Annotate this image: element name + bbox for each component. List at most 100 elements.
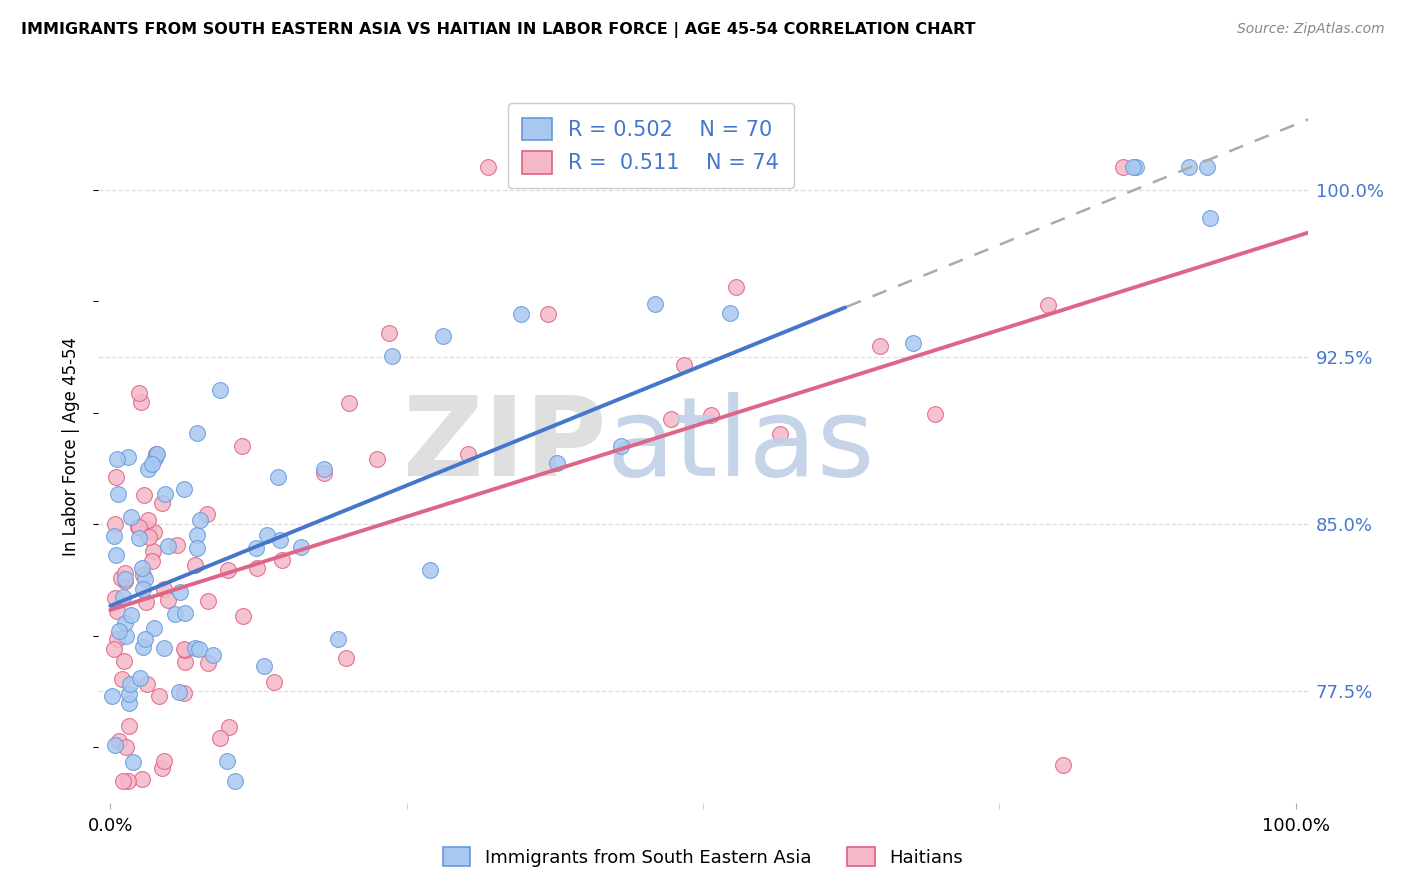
Point (477, 160, 499, 174)
Point (115, 629, 138, 643)
Point (104, 738, 127, 752)
Point (118, 696, 141, 710)
Point (326, 632, 349, 647)
Point (186, 528, 208, 542)
Point (174, 606, 197, 620)
Point (167, 684, 190, 698)
Point (246, 561, 269, 575)
Point (546, 456, 568, 470)
Point (537, 307, 560, 321)
Point (457, 447, 479, 461)
Point (108, 624, 131, 639)
Point (118, 688, 141, 702)
Point (218, 720, 240, 734)
Point (644, 297, 666, 311)
Point (105, 604, 128, 618)
Point (1122, 160, 1144, 174)
Point (195, 507, 218, 521)
Legend: R = 0.502    N = 70, R =  0.511    N = 74: R = 0.502 N = 70, R = 0.511 N = 74 (508, 103, 794, 188)
Point (419, 563, 441, 577)
Point (197, 656, 219, 670)
Point (129, 671, 152, 685)
Point (153, 641, 176, 656)
Point (115, 739, 138, 754)
Point (105, 632, 128, 646)
Point (143, 450, 166, 465)
Point (131, 772, 153, 786)
Point (114, 566, 136, 581)
Point (256, 528, 278, 542)
Point (105, 451, 128, 466)
Point (104, 548, 127, 562)
Point (142, 524, 165, 539)
Point (609, 439, 631, 453)
Point (108, 734, 131, 748)
Point (217, 563, 239, 577)
Point (110, 672, 132, 686)
Point (142, 621, 165, 635)
Point (718, 306, 741, 320)
Point (169, 585, 191, 599)
Point (202, 648, 225, 662)
Point (132, 568, 155, 582)
Point (1195, 160, 1218, 174)
Point (312, 467, 335, 481)
Point (112, 773, 135, 788)
Point (188, 642, 211, 657)
Point (231, 439, 253, 453)
Point (769, 426, 792, 441)
Point (155, 487, 177, 501)
Point (104, 470, 127, 484)
Point (245, 541, 267, 555)
Point (312, 462, 335, 476)
Point (1111, 160, 1133, 174)
Point (165, 607, 187, 622)
Point (156, 592, 179, 607)
Point (114, 574, 136, 588)
Point (110, 571, 132, 585)
Point (173, 482, 195, 496)
Text: atlas: atlas (606, 392, 875, 500)
Point (111, 590, 134, 604)
Point (141, 554, 163, 568)
Point (1178, 160, 1201, 174)
Point (118, 676, 141, 690)
Point (672, 358, 695, 372)
Point (263, 675, 285, 690)
Point (136, 461, 159, 475)
Point (120, 607, 142, 622)
Point (107, 487, 129, 501)
Point (1052, 758, 1074, 772)
Point (184, 640, 207, 655)
Point (366, 452, 388, 467)
Point (112, 654, 135, 668)
Point (146, 447, 169, 461)
Point (153, 582, 176, 596)
Point (271, 553, 294, 567)
Point (510, 308, 533, 322)
Point (1038, 298, 1060, 312)
Point (869, 339, 891, 353)
Text: Source: ZipAtlas.com: Source: ZipAtlas.com (1237, 22, 1385, 37)
Point (132, 582, 155, 597)
Point (103, 529, 125, 543)
Point (132, 488, 155, 502)
Point (183, 558, 205, 572)
Point (269, 533, 291, 548)
Point (141, 457, 163, 471)
Point (145, 446, 167, 460)
Point (208, 731, 231, 745)
Point (114, 572, 136, 586)
Point (186, 541, 208, 555)
Point (166, 538, 188, 552)
Point (150, 496, 173, 510)
Point (114, 615, 136, 630)
Point (122, 755, 145, 769)
Point (337, 396, 360, 410)
Point (153, 754, 176, 768)
Point (120, 510, 142, 524)
Point (266, 470, 288, 484)
Point (104, 591, 127, 606)
Point (224, 773, 246, 788)
Point (128, 531, 150, 545)
